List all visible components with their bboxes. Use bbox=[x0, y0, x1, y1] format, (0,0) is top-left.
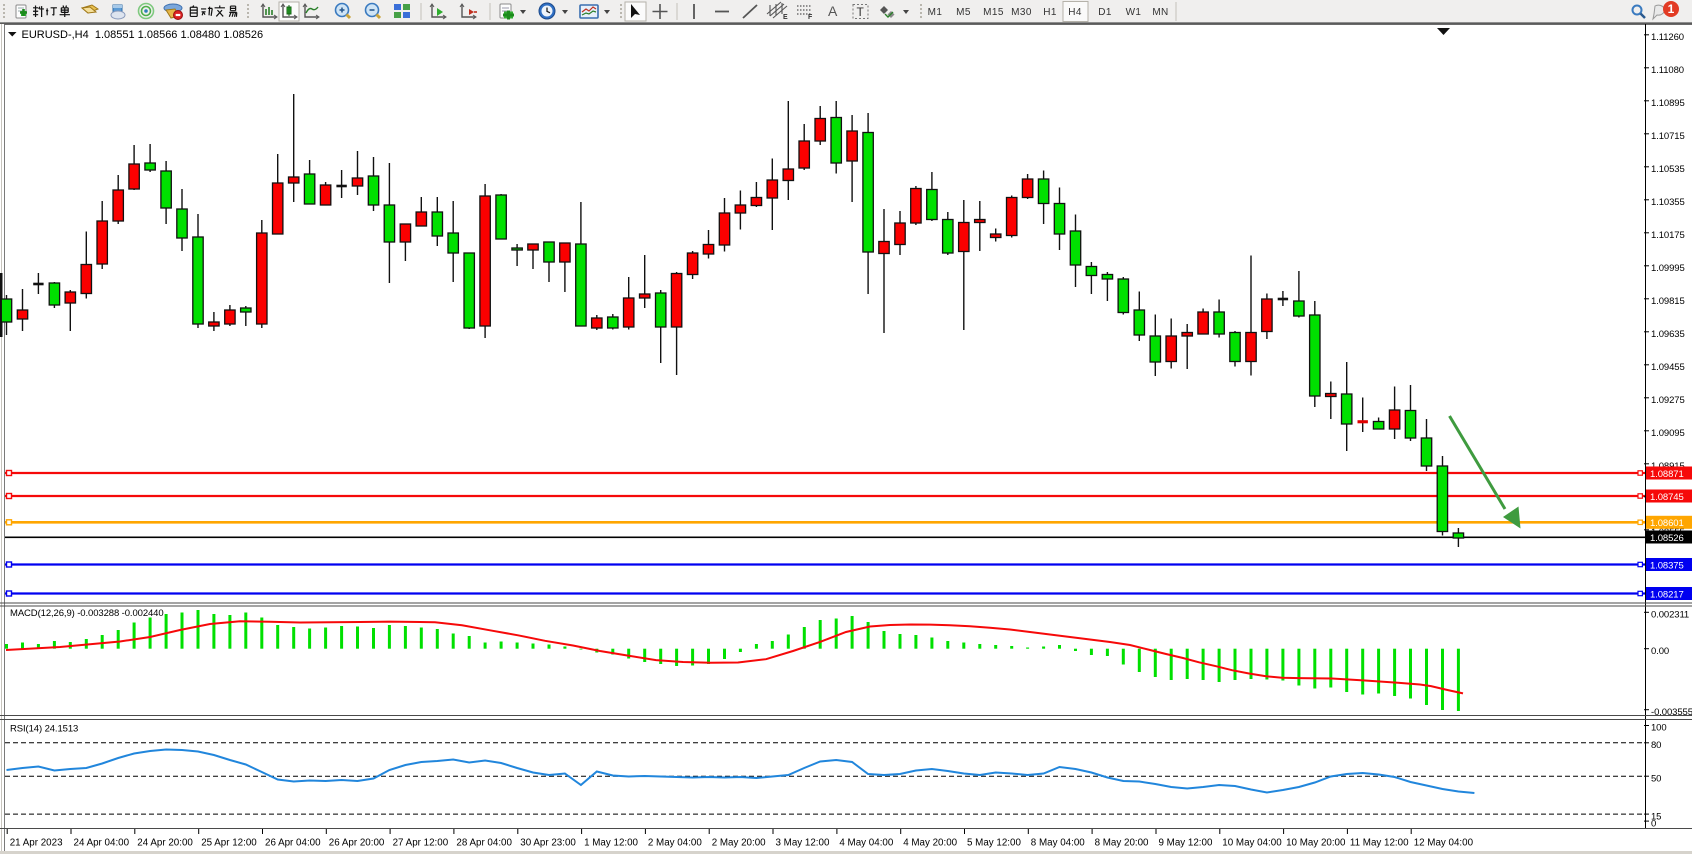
svg-text:1.11080: 1.11080 bbox=[1651, 65, 1684, 76]
svg-text:RSI(14) 24.1513: RSI(14) 24.1513 bbox=[10, 724, 78, 735]
svg-text:9 May 12:00: 9 May 12:00 bbox=[1159, 838, 1213, 849]
svg-text:H1: H1 bbox=[1043, 7, 1057, 18]
svg-text:1.08745: 1.08745 bbox=[1650, 492, 1684, 503]
svg-text:1.10355: 1.10355 bbox=[1651, 197, 1685, 208]
svg-text:E: E bbox=[783, 14, 788, 21]
svg-text:10 May 20:00: 10 May 20:00 bbox=[1286, 838, 1346, 849]
svg-text:0: 0 bbox=[1651, 818, 1656, 829]
svg-text:H4: H4 bbox=[1068, 7, 1082, 18]
svg-text:M15: M15 bbox=[983, 7, 1004, 18]
svg-text:1.09275: 1.09275 bbox=[1651, 395, 1685, 406]
svg-text:1.10535: 1.10535 bbox=[1651, 164, 1685, 175]
svg-text:1.10175: 1.10175 bbox=[1651, 230, 1685, 241]
svg-text:1.09095: 1.09095 bbox=[1651, 428, 1685, 439]
svg-text:28 Apr 04:00: 28 Apr 04:00 bbox=[456, 838, 512, 849]
svg-text:50: 50 bbox=[1651, 773, 1661, 784]
svg-text:27 Apr 12:00: 27 Apr 12:00 bbox=[393, 838, 449, 849]
svg-text:MACD(12,26,9) -0.003288 -0.002: MACD(12,26,9) -0.003288 -0.002440 bbox=[10, 608, 164, 619]
svg-text:1.10895: 1.10895 bbox=[1651, 98, 1685, 109]
svg-text:1.09815: 1.09815 bbox=[1651, 296, 1685, 307]
svg-text:4 May 04:00: 4 May 04:00 bbox=[839, 838, 893, 849]
svg-text:-0.003555: -0.003555 bbox=[1651, 707, 1692, 718]
svg-text:15: 15 bbox=[1651, 811, 1661, 822]
svg-text:2 May 20:00: 2 May 20:00 bbox=[712, 838, 766, 849]
svg-text:1.08601: 1.08601 bbox=[1650, 518, 1684, 529]
svg-text:24 Apr 20:00: 24 Apr 20:00 bbox=[137, 838, 193, 849]
svg-text:24 Apr 04:00: 24 Apr 04:00 bbox=[74, 838, 130, 849]
svg-text:1.11260: 1.11260 bbox=[1651, 32, 1684, 43]
svg-text:30 Apr 23:00: 30 Apr 23:00 bbox=[520, 838, 576, 849]
svg-text:M1: M1 bbox=[928, 7, 943, 18]
svg-text:EURUSD-,H4 1.08551 1.08566 1.: EURUSD-,H4 1.08551 1.08566 1.08480 1.085… bbox=[22, 29, 264, 41]
svg-text:MN: MN bbox=[1152, 7, 1168, 18]
svg-text:F: F bbox=[808, 14, 813, 21]
svg-text:8 May 20:00: 8 May 20:00 bbox=[1095, 838, 1149, 849]
svg-text:21 Apr 2023: 21 Apr 2023 bbox=[10, 838, 63, 849]
svg-text:26 Apr 04:00: 26 Apr 04:00 bbox=[265, 838, 321, 849]
svg-text:100: 100 bbox=[1651, 723, 1667, 734]
svg-text:1: 1 bbox=[1668, 2, 1675, 16]
svg-text:11 May 12:00: 11 May 12:00 bbox=[1350, 838, 1409, 849]
svg-text:2 May 04:00: 2 May 04:00 bbox=[648, 838, 702, 849]
svg-text:1.09995: 1.09995 bbox=[1651, 263, 1685, 274]
svg-text:M5: M5 bbox=[956, 7, 971, 18]
svg-text:A: A bbox=[828, 3, 838, 19]
svg-text:1.08871: 1.08871 bbox=[1650, 469, 1684, 480]
svg-text:8 May 04:00: 8 May 04:00 bbox=[1031, 838, 1085, 849]
svg-text:1.09635: 1.09635 bbox=[1651, 329, 1685, 340]
svg-text:1.08375: 1.08375 bbox=[1650, 560, 1684, 571]
svg-text:W1: W1 bbox=[1126, 7, 1142, 18]
svg-text:10 May 04:00: 10 May 04:00 bbox=[1222, 838, 1282, 849]
svg-text:0.00: 0.00 bbox=[1651, 646, 1669, 657]
svg-text:12 May 04:00: 12 May 04:00 bbox=[1414, 838, 1474, 849]
svg-text:1.08526: 1.08526 bbox=[1650, 533, 1684, 544]
svg-text:D1: D1 bbox=[1098, 7, 1112, 18]
svg-text:3 May 12:00: 3 May 12:00 bbox=[776, 838, 830, 849]
svg-text:26 Apr 20:00: 26 Apr 20:00 bbox=[329, 838, 385, 849]
svg-text:M30: M30 bbox=[1011, 7, 1032, 18]
svg-text:1.10715: 1.10715 bbox=[1651, 131, 1685, 142]
svg-text:1.09455: 1.09455 bbox=[1651, 362, 1685, 373]
svg-text:1 May 12:00: 1 May 12:00 bbox=[584, 838, 638, 849]
svg-text:0.002311: 0.002311 bbox=[1651, 610, 1689, 621]
svg-text:1.08217: 1.08217 bbox=[1650, 589, 1684, 600]
svg-text:T: T bbox=[857, 5, 865, 19]
svg-text:4 May 20:00: 4 May 20:00 bbox=[903, 838, 957, 849]
svg-text:5 May 12:00: 5 May 12:00 bbox=[967, 838, 1021, 849]
svg-text:25 Apr 12:00: 25 Apr 12:00 bbox=[201, 838, 257, 849]
svg-text:80: 80 bbox=[1651, 740, 1661, 751]
